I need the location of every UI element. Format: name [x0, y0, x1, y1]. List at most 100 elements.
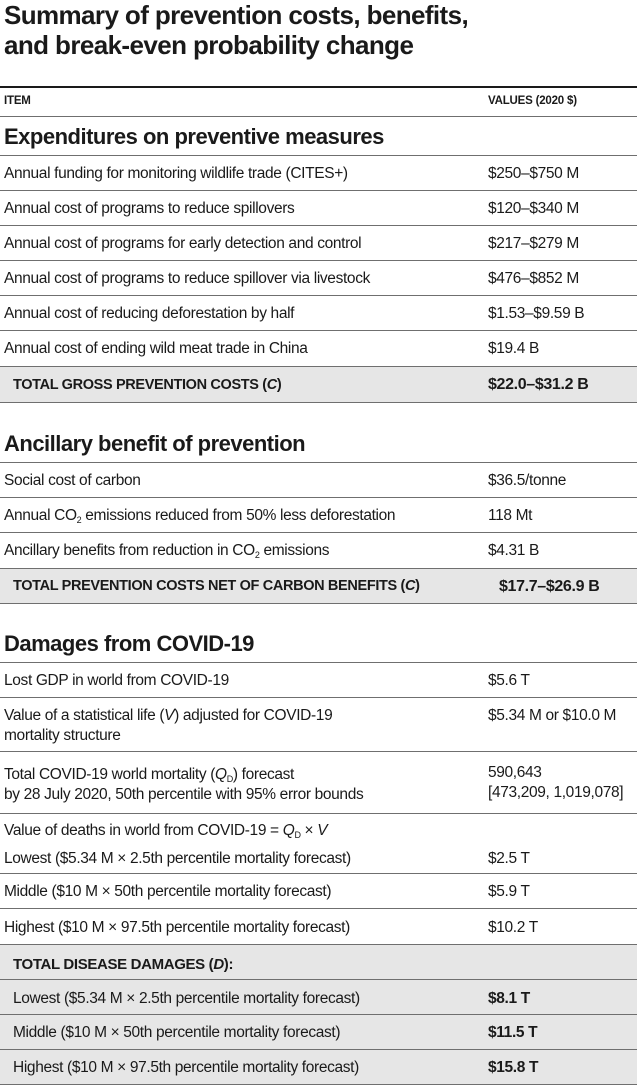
title-line-1: Summary of prevention costs, benefits, [4, 0, 469, 30]
table-row: Lost GDP in world from COVID-19 $5.6 T [0, 662, 637, 698]
table-row: Ancillary benefits from reduction in CO2… [0, 532, 637, 569]
table-row: Lowest ($5.34 M × 2.5th percentile morta… [0, 979, 637, 1015]
column-header-item: ITEM [4, 95, 31, 107]
row-value-line-2: [473,209, 1,019,078] [488, 784, 624, 801]
total-label-suffix: ) [276, 377, 282, 393]
row-label: Middle ($10 M × 50th percentile mortalit… [13, 1024, 341, 1041]
row-value: $11.5 T [488, 1024, 538, 1041]
row-label-line-2: mortality structure [4, 727, 121, 744]
table-row: Annual cost of reducing deforestation by… [0, 295, 637, 331]
table-row: Value of deaths in world from COVID-19 =… [0, 813, 637, 874]
total-label: TOTAL DISEASE DAMAGES (D): [13, 955, 233, 974]
row-label: Lost GDP in world from COVID-19 [4, 672, 229, 689]
row-value: $250–$750 M [488, 165, 579, 182]
table-row: Middle ($10 M × 50th percentile mortalit… [0, 873, 637, 909]
row-label: Lowest ($5.34 M × 2.5th percentile morta… [13, 990, 360, 1007]
row-label: Annual cost of ending wild meat trade in… [4, 340, 308, 357]
total-label-text: TOTAL DISEASE DAMAGES ( [13, 956, 214, 973]
table-row: Middle ($10 M × 50th percentile mortalit… [0, 1014, 637, 1050]
total-label-variable: D [213, 956, 224, 973]
row-label-variable: V [164, 707, 175, 724]
row-label-subscript: 2 [76, 515, 82, 525]
section-bottom-rule [0, 402, 637, 403]
row-label: Annual cost of programs to reduce spillo… [4, 200, 295, 217]
row-label-suffix: ) adjusted for COVID-19 [174, 707, 333, 724]
row-label-lowest: Lowest ($5.34 M × 2.5th percentile morta… [4, 850, 351, 867]
column-header-values: VALUES (2020 $) [488, 95, 577, 107]
row-value: $217–$279 M [488, 235, 579, 252]
section-title-ancillary: Ancillary benefit of prevention [4, 431, 306, 456]
row-value: $10.2 T [488, 919, 538, 936]
table-row: Total COVID-19 world mortality (QD) fore… [0, 751, 637, 814]
row-value: $1.53–$9.59 B [488, 305, 585, 322]
row-label-suffix: emissions reduced from 50% less deforest… [81, 507, 396, 524]
row-label: Ancillary benefits from reduction in CO2… [4, 541, 330, 560]
total-label-text: TOTAL PREVENTION COSTS NET OF CARBON BEN… [13, 578, 405, 594]
row-label-suffix: emissions [259, 542, 330, 559]
row-label-text: Total COVID-19 world mortality ( [4, 766, 216, 783]
total-label-variable: C [405, 578, 416, 594]
row-value: $36.5/tonne [488, 472, 567, 489]
row-label: Value of deaths in world from COVID-19 =… [4, 821, 328, 840]
table-row: Annual cost of programs for early detect… [0, 225, 637, 261]
total-value: $17.7–$26.9 B [499, 578, 600, 595]
row-value: 590,643 [488, 764, 542, 781]
row-label-subscript: D [226, 774, 234, 784]
total-row-net-costs: TOTAL PREVENTION COSTS NET OF CARBON BEN… [0, 568, 637, 604]
table-row: Highest ($10 M × 97.5th percentile morta… [0, 1049, 637, 1085]
row-value: $120–$340 M [488, 200, 579, 217]
total-label-suffix: ) [415, 578, 420, 594]
total-row-gross-costs: TOTAL GROSS PREVENTION COSTS (C) $22.0–$… [0, 366, 637, 403]
total-label: TOTAL GROSS PREVENTION COSTS (C) [13, 376, 282, 395]
row-value: $476–$852 M [488, 270, 579, 287]
total-label-suffix: ): [223, 956, 234, 973]
row-label: Total COVID-19 world mortality (QD) fore… [4, 765, 294, 784]
total-value: $22.0–$31.2 B [488, 376, 589, 393]
section-title-damages: Damages from COVID-19 [4, 631, 254, 656]
row-value: $15.8 T [488, 1059, 539, 1076]
header-top-rule [0, 86, 637, 88]
table-row: Annual CO2 emissions reduced from 50% le… [0, 497, 637, 533]
row-label: Highest ($10 M × 97.5th percentile morta… [13, 1059, 359, 1076]
row-label-text: Value of deaths in world from COVID-19 = [4, 822, 283, 839]
section-bottom-rule [0, 603, 637, 604]
header-bottom-rule [0, 116, 637, 117]
title-line-2: and break-even probability change [4, 30, 414, 60]
row-label: Value of a statistical life (V) adjusted… [4, 706, 333, 725]
row-value: $5.6 T [488, 672, 530, 689]
table-row: Annual funding for monitoring wildlife t… [0, 155, 637, 191]
row-value: $5.34 M or $10.0 M [488, 707, 617, 724]
row-value: $5.9 T [488, 883, 530, 900]
row-label-operator: × [300, 822, 318, 839]
row-label-subscript: D [294, 830, 301, 840]
row-value: $19.4 B [488, 340, 539, 357]
table-row: Value of a statistical life (V) adjusted… [0, 697, 637, 752]
row-label: Highest ($10 M × 97.5th percentile morta… [4, 919, 350, 936]
row-label: Annual cost of programs for early detect… [4, 235, 362, 252]
row-label-text: Ancillary benefits from reduction in CO [4, 542, 255, 559]
table-row: Annual cost of programs to reduce spillo… [0, 260, 637, 296]
row-label: Annual funding for monitoring wildlife t… [4, 165, 348, 182]
row-label: Annual cost of programs to reduce spillo… [4, 270, 371, 287]
row-label-suffix: ) forecast [232, 766, 295, 783]
table-row: Highest ($10 M × 97.5th percentile morta… [0, 908, 637, 945]
row-value-lowest: $2.5 T [488, 850, 530, 867]
row-label-text: Value of a statistical life ( [4, 707, 165, 724]
row-label-variable: Q [282, 822, 295, 839]
total-label-variable: C [266, 377, 277, 393]
row-label: Social cost of carbon [4, 472, 141, 489]
section-title-expenditures: Expenditures on preventive measures [4, 124, 384, 149]
table-row: Annual cost of ending wild meat trade in… [0, 330, 637, 367]
page-title: Summary of prevention costs, benefits, a… [4, 0, 634, 60]
row-label-subscript: 2 [254, 550, 260, 560]
row-label: Annual cost of reducing deforestation by… [4, 305, 295, 322]
row-label-variable: Q [215, 766, 227, 783]
row-label-line-2: by 28 July 2020, 50th percentile with 95… [4, 786, 364, 803]
row-value: 118 Mt [488, 507, 533, 524]
table-row: Social cost of carbon $36.5/tonne [0, 462, 637, 498]
row-value: $8.1 T [488, 990, 530, 1007]
row-value: $4.31 B [488, 542, 539, 559]
row-label: Annual CO2 emissions reduced from 50% le… [4, 506, 396, 525]
total-label-text: TOTAL GROSS PREVENTION COSTS ( [13, 377, 267, 393]
